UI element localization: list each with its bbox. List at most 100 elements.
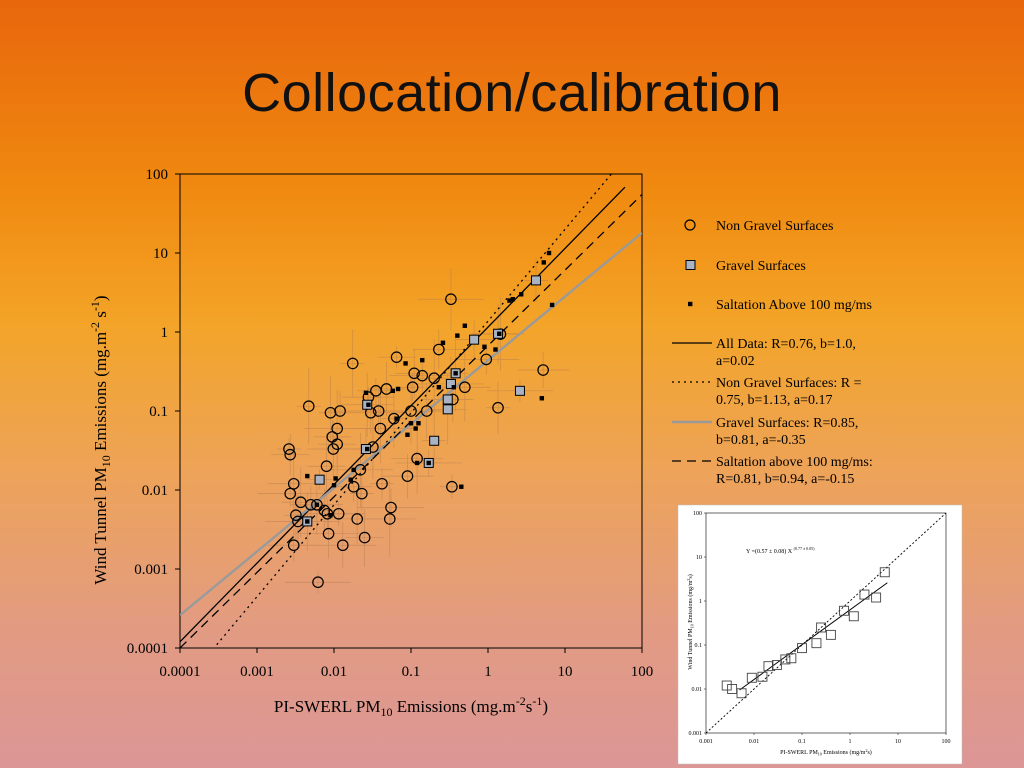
point-non-gravel xyxy=(347,480,360,493)
point-gravel xyxy=(442,404,453,415)
point-saltation xyxy=(541,260,546,265)
inset-y-tick-label: 0.001 xyxy=(689,731,703,737)
point-saltation xyxy=(459,484,464,489)
point-saltation xyxy=(420,357,425,363)
point-saltation xyxy=(363,390,369,395)
legend-label: Gravel Surfaces xyxy=(716,259,806,274)
legend-label: Non Gravel Surfaces xyxy=(716,219,833,234)
point-saltation xyxy=(507,298,512,303)
inset-x-tick-label: 0.001 xyxy=(699,739,713,745)
point-saltation xyxy=(519,292,524,297)
point-non-gravel xyxy=(356,487,368,500)
point-non-gravel xyxy=(390,351,403,363)
legend-label: Saltation above 100 mg/ms: xyxy=(716,455,873,470)
point-saltation xyxy=(510,297,516,302)
point-saltation xyxy=(408,421,414,426)
point-saltation xyxy=(549,302,555,308)
point-non-gravel xyxy=(537,364,549,376)
inset-point xyxy=(859,589,870,600)
point-non-gravel xyxy=(351,513,363,525)
inset-point xyxy=(736,688,747,699)
point-non-gravel xyxy=(385,501,397,514)
inset-point xyxy=(757,671,768,682)
inset-point xyxy=(871,592,882,603)
inset-point xyxy=(721,680,732,691)
point-non-gravel xyxy=(492,401,504,414)
inset-point xyxy=(771,660,782,671)
point-saltation xyxy=(305,519,310,524)
point-saltation xyxy=(539,396,545,401)
point-non-gravel xyxy=(374,422,387,435)
inset-point xyxy=(786,653,797,664)
inset-point xyxy=(816,622,827,633)
inset-x-tick-label: 0.1 xyxy=(798,739,806,745)
inset-point xyxy=(780,654,791,665)
fit-line xyxy=(180,186,626,643)
inset-point xyxy=(763,661,774,672)
inset-x-tick-label: 100 xyxy=(942,739,951,745)
point-non-gravel xyxy=(358,531,371,544)
y-tick-label: 0.0001 xyxy=(127,641,168,657)
point-non-gravel xyxy=(318,504,331,517)
inset-x-tick-label: 1 xyxy=(849,739,852,745)
point-saltation xyxy=(365,446,370,452)
point-non-gravel xyxy=(287,539,300,552)
point-non-gravel xyxy=(388,412,400,425)
point-non-gravel xyxy=(420,405,433,417)
x-tick-label: 100 xyxy=(631,664,654,680)
legend-marker-square xyxy=(685,260,696,270)
point-saltation xyxy=(394,416,399,421)
point-non-gravel xyxy=(320,460,333,473)
point-non-gravel xyxy=(331,422,343,435)
point-gravel xyxy=(442,394,453,405)
point-saltation xyxy=(426,460,431,466)
inset-point xyxy=(797,643,807,654)
y-tick-label: 1 xyxy=(161,325,169,341)
legend-label: Non Gravel Surfaces: R = xyxy=(716,376,862,391)
point-saltation xyxy=(328,512,333,518)
x-tick-label: 0.1 xyxy=(402,664,421,680)
x-tick-label: 0.01 xyxy=(321,664,347,680)
inset-point xyxy=(848,611,859,622)
legend-marker-dot xyxy=(688,301,693,307)
point-non-gravel xyxy=(459,381,471,394)
point-saltation xyxy=(482,344,487,349)
fit-line xyxy=(216,174,612,646)
x-tick-label: 10 xyxy=(558,664,573,680)
point-non-gravel xyxy=(331,438,343,450)
point-saltation xyxy=(405,432,410,437)
point-saltation xyxy=(366,402,371,407)
inset-x-tick-label: 0.01 xyxy=(749,739,760,745)
inset-y-axis-label: Wind Tunnel PM10 Emissions (mg/m2s) xyxy=(686,574,695,669)
point-non-gravel xyxy=(405,405,417,417)
x-tick-label: 0.001 xyxy=(240,664,274,680)
point-saltation xyxy=(314,502,320,507)
point-non-gravel xyxy=(372,405,385,417)
point-non-gravel xyxy=(284,487,297,500)
point-gravel xyxy=(530,275,541,286)
x-axis-label: PI-SWERL PM10 Emissions (mg.m-2s-1) xyxy=(274,694,548,719)
slide-title: Collocation/calibration xyxy=(242,63,782,123)
point-non-gravel xyxy=(428,372,440,385)
point-saltation xyxy=(493,347,498,352)
inset-x-axis-label: PI-SWERL PM10 Emissions (mg/m2s) xyxy=(780,748,872,757)
legend-label: Gravel Surfaces: R=0.85, xyxy=(716,416,858,431)
point-saltation xyxy=(351,467,356,473)
y-tick-label: 0.1 xyxy=(149,404,168,420)
point-saltation xyxy=(395,386,401,392)
point-non-gravel xyxy=(408,367,420,380)
point-saltation xyxy=(414,460,420,466)
point-gravel xyxy=(314,474,325,485)
y-tick-label: 10 xyxy=(153,246,168,262)
point-gravel xyxy=(429,435,440,446)
point-non-gravel xyxy=(383,513,396,525)
point-non-gravel xyxy=(334,405,346,417)
point-non-gravel xyxy=(302,400,315,413)
inset-y-tick-label: 10 xyxy=(696,555,702,561)
point-non-gravel xyxy=(287,477,300,490)
x-tick-label: 0.0001 xyxy=(159,664,200,680)
point-non-gravel xyxy=(480,353,493,366)
legend-label: 0.75, b=1.13, a=0.17 xyxy=(716,393,833,408)
legend-label: All Data: R=0.76, b=1.0, xyxy=(716,337,856,352)
